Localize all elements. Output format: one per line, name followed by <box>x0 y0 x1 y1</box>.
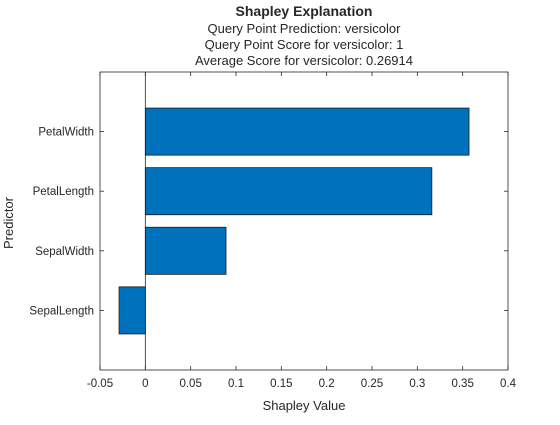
chart-subtitle-query-score: Query Point Score for versicolor: 1 <box>205 37 404 52</box>
chart-title: Shapley Explanation <box>236 3 373 19</box>
y-tick-label-petallength: PetalLength <box>33 186 94 198</box>
x-tick-label: 0.4 <box>500 378 517 390</box>
x-axis-label: Shapley Value <box>263 398 346 413</box>
chart-subtitle-average-score: Average Score for versicolor: 0.26914 <box>195 53 413 68</box>
x-tick-label: 0.1 <box>228 378 244 390</box>
bar-sepallength <box>118 286 146 335</box>
x-tick-label: 0.3 <box>409 378 425 390</box>
x-tick-label: 0.25 <box>361 378 383 390</box>
y-tick-label-petalwidth: PetalWidth <box>38 127 94 139</box>
x-tick-label: 0.35 <box>451 378 473 390</box>
x-tick-label: 0 <box>142 378 148 390</box>
x-tick-label: 0.15 <box>270 378 292 390</box>
x-tick-label: 0.05 <box>179 378 201 390</box>
y-axis-label: Predictor <box>1 196 16 249</box>
x-tick-label: -0.05 <box>87 378 113 390</box>
bar-petalwidth <box>144 107 470 156</box>
bar-petallength <box>144 167 433 216</box>
chart-subtitle-prediction: Query Point Prediction: versicolor <box>208 21 402 36</box>
y-tick-label-sepalwidth: SepalWidth <box>35 246 94 258</box>
bar-sepalwidth <box>144 226 227 275</box>
plot-area: PetalWidth PetalLength SepalWidth SepalLeng… <box>29 71 517 390</box>
y-tick-label-sepallength: SepalLength <box>29 305 94 317</box>
x-tick-label: 0.2 <box>319 378 335 390</box>
